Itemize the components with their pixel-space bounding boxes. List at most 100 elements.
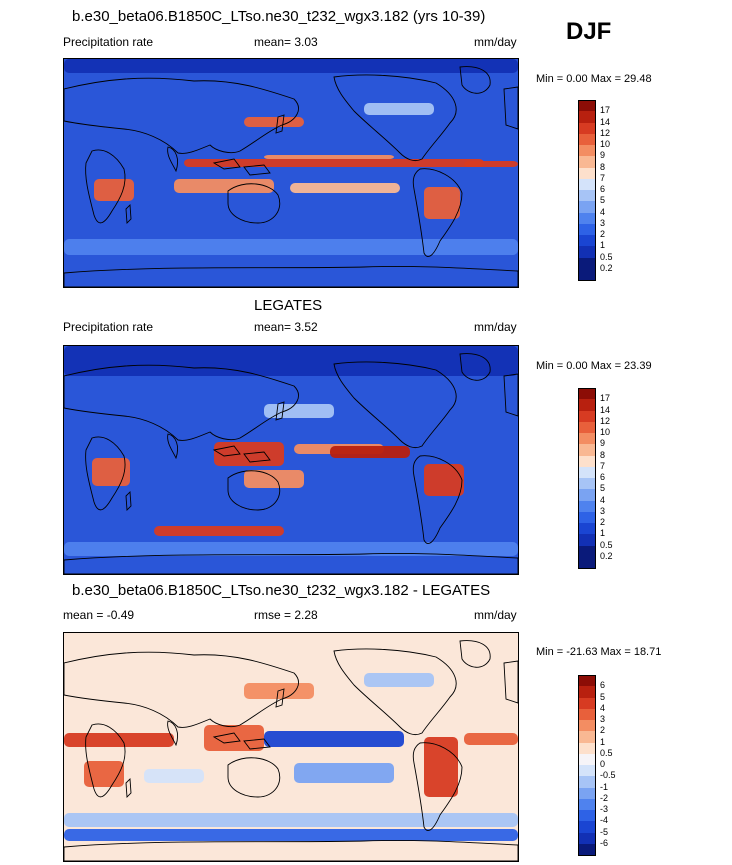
colorbar-box [578,100,596,112]
colorbar-box [578,421,596,434]
panel2-colorbar: 17 14 12 10 9 8 7 6 5 4 3 2 1 0.5 0.2 [578,388,638,569]
colorbar-box [578,697,596,710]
panel2-variable: Precipitation rate [63,320,154,334]
colorbar-box [578,444,596,456]
colorbar-box [578,190,596,202]
colorbar-tick-label: -5 [600,826,609,837]
colorbar-tick-label: 12 [600,127,611,138]
colorbar-box [578,246,596,258]
colorbar-box [578,466,596,479]
colorbar-tick-label: 4 [600,702,606,713]
panel3-title: b.e30_beta06.B1850C_LTso.ne30_t232_wgx3.… [72,582,491,599]
panel2-map-svg [64,346,518,574]
colorbar-tick-label: -4 [600,815,609,826]
panel2-map [63,345,519,575]
precip-region [64,813,518,827]
precip-region [64,829,518,841]
colorbar-box [578,523,596,535]
precip-region [64,239,518,255]
panel3-mean: mean = -0.49 [63,608,135,622]
coastline [212,732,271,750]
colorbar-box [578,534,596,546]
colorbar-box [578,798,596,811]
precip-region [364,103,434,115]
coastline [64,840,518,861]
colorbar-tick-label: -6 [600,837,609,848]
colorbar-tick-label: 0.2 [600,550,613,561]
precip-region [204,725,264,751]
colorbar-box [578,399,596,411]
colorbar-box [578,268,596,281]
panel3-rmse: rmse = 2.28 [254,608,318,622]
colorbar-tick-label: 2 [600,229,606,239]
precip-region [364,673,434,687]
coastline [85,723,126,798]
colorbar-tick-label: 0.5 [600,539,613,550]
panel1-colorbar: 17 14 12 10 9 8 7 6 5 4 3 2 1 0.5 0.2 [578,100,638,281]
coastline [125,777,132,799]
coastline [64,553,518,574]
colorbar-tick-label: 10 [600,139,611,149]
coastline [412,455,463,544]
colorbar-box [578,843,596,856]
panel2-units: mm/day [474,320,517,334]
panel1-title: b.e30_beta06.B1850C_LTso.ne30_t232_wgx3.… [72,8,486,25]
coastline [275,401,285,421]
precip-region [64,542,518,556]
panel3-minmax: Min = -21.63 Max = 18.71 [536,646,662,658]
colorbar-box [578,167,596,180]
colorbar-box [578,556,596,569]
panel2-mean: mean= 3.52 [254,320,318,334]
coastline [412,742,463,831]
precip-region [264,731,404,747]
precip-region [290,183,400,193]
colorbar-box [578,156,596,168]
coastline [64,651,299,728]
coastline [64,364,299,441]
season-label: DJF [566,18,612,45]
colorbar-tick-label: -1 [600,781,609,792]
colorbar-box [578,832,596,845]
coastline [503,660,518,704]
precip-region [464,161,518,167]
panel2-minmax: Min = 0.00 Max = 23.39 [536,360,652,372]
colorbar-tick-label: 0.2 [600,262,613,273]
precip-region [64,59,518,73]
coastline [64,77,299,154]
precip-region [244,117,304,127]
colorbar-tick-label: 7 [600,460,606,471]
precip-region [464,733,518,745]
colorbar-tick-label: 0 [600,759,606,769]
colorbar-box [578,753,596,766]
colorbar-tick-label: 3 [600,217,606,228]
colorbar-tick-label: 1 [600,736,606,747]
precip-region [294,763,394,783]
precip-region [424,187,460,219]
colorbar-tick-label: 9 [600,438,606,449]
coastline [85,436,126,511]
colorbar-box [578,235,596,247]
colorbar-box [578,122,596,135]
colorbar-box [578,821,596,833]
colorbar-box [578,765,596,777]
colorbar-box [578,810,596,822]
precip-region [184,159,484,167]
colorbar-box [578,489,596,501]
colorbar-box [578,212,596,225]
colorbar-tick-label: 5 [600,483,606,494]
precip-region [424,737,458,797]
precip-region [144,769,204,783]
coastline [125,203,132,225]
coastline [275,114,285,134]
coastline [227,470,281,511]
colorbar-tick-label: -3 [600,804,609,814]
precip-region [92,458,130,486]
panel1-variable: Precipitation rate [63,35,154,49]
coastline [275,688,285,708]
colorbar-tick-label: 14 [600,404,611,415]
colorbar-tick-label: 8 [600,161,606,172]
coastline [167,146,179,173]
colorbar-box [578,742,596,755]
colorbar-box [578,545,596,558]
colorbar-tick-label: 5 [600,691,606,702]
